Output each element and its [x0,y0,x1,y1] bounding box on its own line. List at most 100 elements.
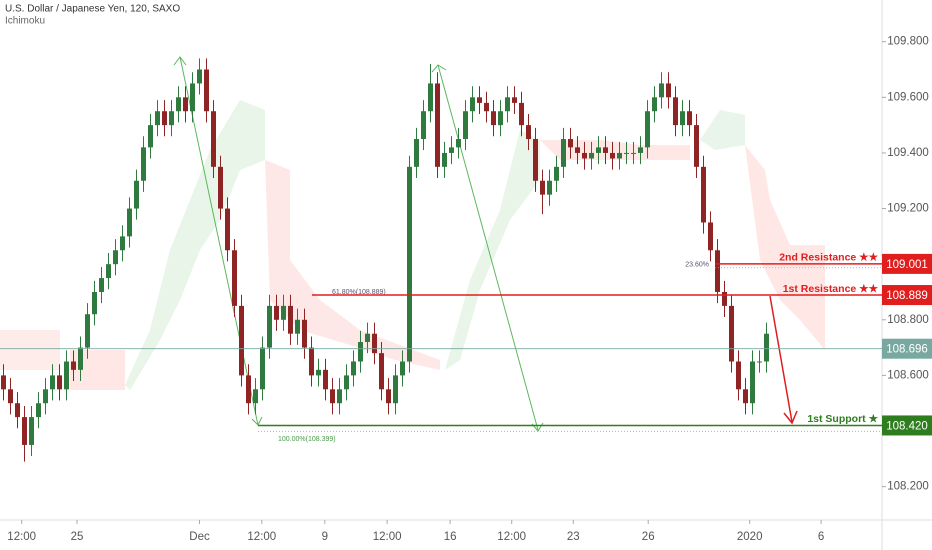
candle-body [491,111,496,126]
candle-body [659,83,664,98]
candle-body [169,111,174,126]
candle-body [757,361,762,363]
x-tick-label: 6 [818,531,824,543]
candle-body [638,147,643,153]
candle-body [393,375,398,404]
candle-body [631,152,636,154]
candle-body [701,166,706,223]
chart-title: U.S. Dollar / Japanese Yen, 120, SAXO [5,4,180,15]
candle-body [554,166,559,181]
level-name: 1st Support ★ [807,413,878,425]
candle-body [218,166,223,209]
candle-body [351,361,356,376]
y-tick-label: 109.200 [887,203,929,215]
y-tick-label: 108.600 [887,369,929,381]
candle-body [309,347,314,376]
arrow-head [173,56,187,66]
candle-body [498,111,503,126]
candle-body [50,375,55,390]
candle-body [15,403,20,418]
x-tick-label: 12:00 [247,531,276,543]
candle-body [302,319,307,348]
candle-body [113,250,118,265]
level-name: 1st Resistance ★★ [783,283,879,295]
candle-body [386,389,391,404]
fib-label: 23.60% [685,262,709,269]
candle-body [533,139,538,181]
candle-body [610,152,615,159]
candle-body [442,152,447,167]
candle-body [358,342,363,362]
x-tick-label: 12:00 [497,531,526,543]
candle-body [687,111,692,126]
candle-body [225,208,230,251]
x-tick-label: 2020 [737,531,763,543]
candle-body [589,152,594,159]
candle-body [575,147,580,153]
x-tick-label: 23 [567,531,580,543]
candle-body [43,389,48,404]
candle-body [127,208,132,237]
candle-body [470,97,475,112]
candle-body [428,83,433,112]
candle-body [71,361,76,370]
y-tick-label: 109.800 [887,36,929,48]
candle-body [666,83,671,98]
level-price-box [882,415,932,436]
candle-body [603,147,608,153]
candle-body [281,305,286,320]
y-tick-label: 108.800 [887,314,929,326]
candle-body [624,152,629,154]
level-price-label: 109.001 [886,259,928,271]
candle-body [288,305,293,334]
candle-body [596,147,601,153]
candle-body [561,139,566,167]
candle-body [680,111,685,126]
candle-body [512,97,517,103]
candle-body [211,111,216,167]
y-tick-label: 108.200 [887,481,929,493]
candle-body [316,369,321,376]
candle-body [365,333,370,343]
candle-body [190,83,195,112]
candle-body [78,347,83,370]
candle-body [582,152,587,159]
ichimoku-cloud [0,100,825,390]
candle-body [323,369,328,390]
candle-body [29,417,34,445]
candle-body [673,97,678,126]
cloud-red [745,145,825,350]
y-tick-label: 109.400 [887,147,929,159]
current-price-box [882,338,932,359]
candle-body [449,147,454,153]
level-price-box [882,253,932,274]
candle-body [295,319,300,334]
candle-body [330,389,335,404]
candle-body [421,111,426,140]
candle-body [239,305,244,376]
candle-body [36,403,41,418]
candle-body [64,361,69,390]
candle-body [526,125,531,140]
candle-body [246,375,251,404]
candle-body [176,97,181,112]
fib-label: 61.80%(108.889) [332,289,386,296]
candle-body [652,97,657,112]
candle-body [141,147,146,181]
candle-body [400,361,405,376]
candles [1,58,769,462]
level-price-box [882,285,932,306]
candle-body [547,180,552,195]
forecast-arrow [769,295,793,423]
level-price-label: 108.420 [886,420,928,432]
arrow-head [783,410,798,425]
candle-body [120,236,125,251]
candle-body [155,111,160,126]
candle-body [8,389,13,404]
candle-body [274,305,279,320]
trend-line [437,64,539,431]
candle-body [197,69,202,84]
candle-body [477,97,482,103]
